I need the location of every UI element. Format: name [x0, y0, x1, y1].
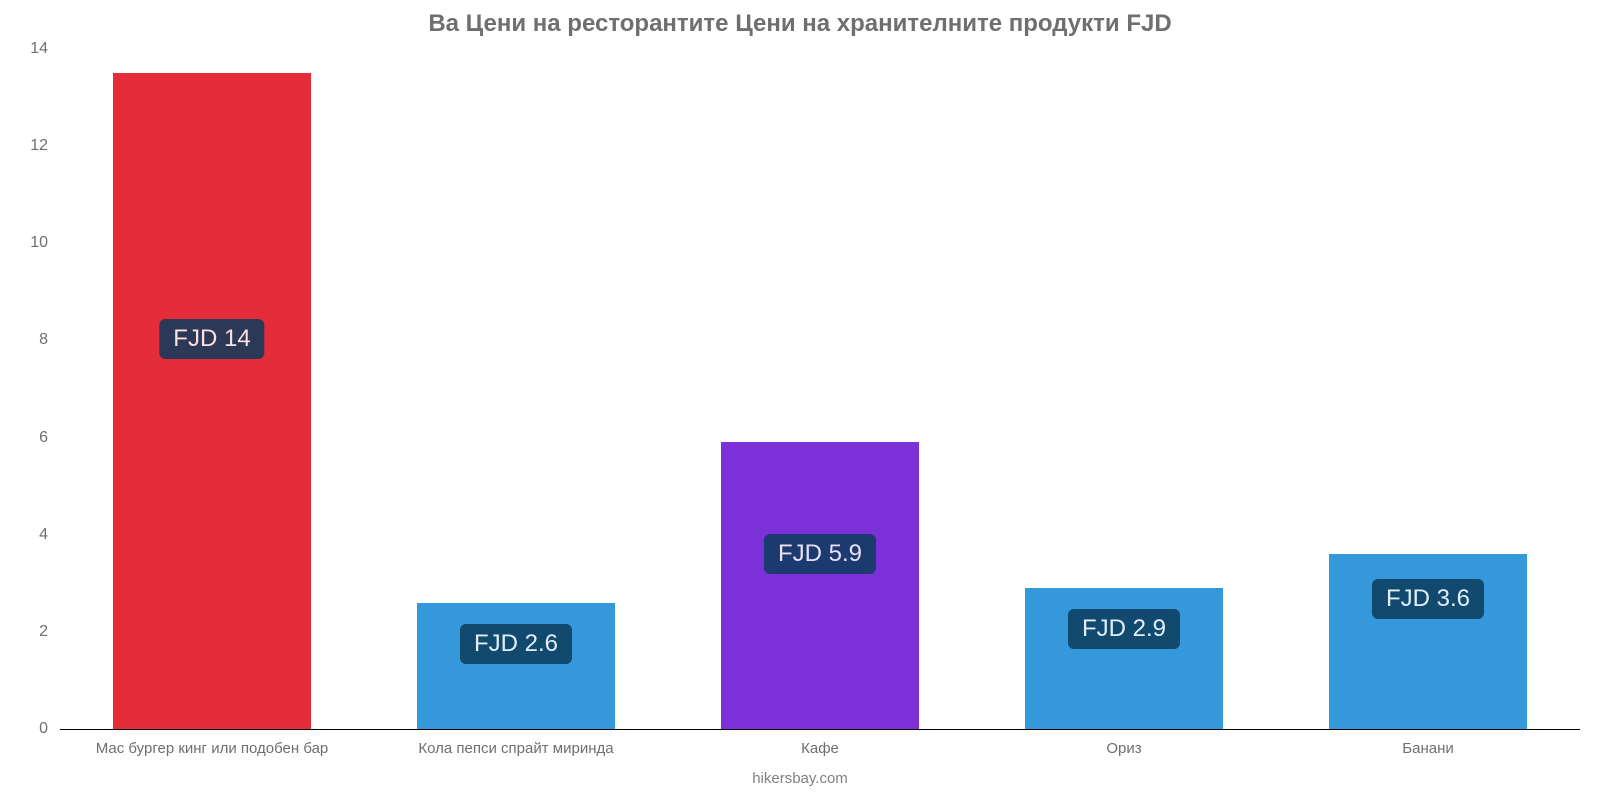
- bar: FJD 2.9: [1025, 588, 1223, 729]
- bar: FJD 5.9: [721, 442, 919, 729]
- bar-value-label: FJD 14: [159, 319, 264, 359]
- price-bar-chart: Ва Цени на ресторантите Цени на хранител…: [0, 0, 1600, 800]
- y-tick-label: 0: [8, 720, 48, 738]
- x-tick-label: Ориз: [1106, 740, 1141, 757]
- y-tick-label: 4: [8, 526, 48, 544]
- x-tick-label: Кола пепси спрайт миринда: [418, 740, 613, 757]
- y-tick-label: 2: [8, 623, 48, 641]
- bar-value-label: FJD 2.9: [1068, 609, 1180, 649]
- chart-title: Ва Цени на ресторантите Цени на хранител…: [0, 10, 1600, 38]
- y-tick-label: 10: [8, 234, 48, 252]
- bar-value-label: FJD 2.6: [460, 624, 572, 664]
- bar: FJD 2.6: [417, 603, 615, 729]
- plot-area: 02468101214 FJD 14FJD 2.6FJD 5.9FJD 2.9F…: [60, 50, 1580, 730]
- y-gridline: [60, 730, 1580, 731]
- y-tick-label: 6: [8, 429, 48, 447]
- x-tick-label: Кафе: [801, 740, 839, 757]
- x-tick-label: Мас бургер кинг или подобен бар: [96, 740, 329, 757]
- bar-value-label: FJD 5.9: [764, 534, 876, 574]
- bar: FJD 14: [113, 73, 311, 729]
- bars-container: FJD 14 FJD 2.6 FJD 5.9 FJD 2.9 FJD 3.6: [60, 50, 1580, 729]
- x-tick-label: Банани: [1402, 740, 1453, 757]
- y-tick-label: 14: [8, 40, 48, 58]
- y-tick-label: 12: [8, 137, 48, 155]
- bar-value-label: FJD 3.6: [1372, 579, 1484, 619]
- bar: FJD 3.6: [1329, 554, 1527, 729]
- y-tick-label: 8: [8, 331, 48, 349]
- attribution-text: hikersbay.com: [0, 770, 1600, 787]
